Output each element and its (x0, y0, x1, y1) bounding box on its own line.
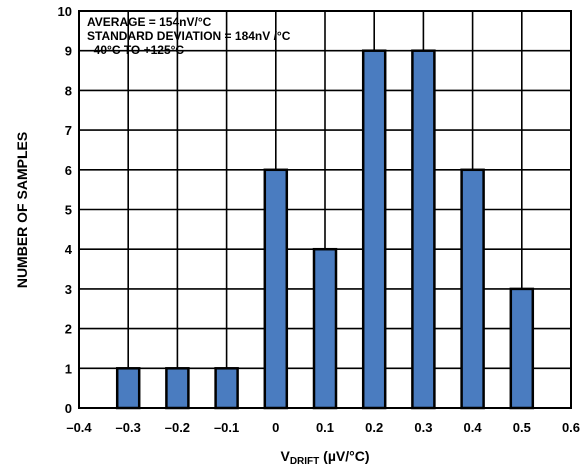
bar (214, 367, 239, 410)
y-tick-label: 0 (65, 401, 72, 416)
x-tick-label: 0.6 (562, 420, 580, 435)
y-tick-label: 8 (65, 83, 72, 98)
x-axis-label-unit: (µV/°C) (319, 448, 369, 464)
bar (115, 367, 141, 410)
y-tick-label: 9 (65, 44, 72, 59)
x-tick-label: 0.5 (513, 420, 531, 435)
x-axis-label-main: V (280, 448, 290, 464)
bar (361, 49, 387, 410)
bar (460, 168, 485, 410)
y-tick-label: 7 (65, 123, 72, 138)
x-axis-label: VDRIFT (µV/°C) (280, 448, 369, 467)
y-tick-label: 10 (58, 4, 72, 19)
x-tick-label: 0.3 (414, 420, 432, 435)
bar (165, 367, 190, 410)
x-tick-label: –0.3 (116, 420, 141, 435)
bar (411, 49, 436, 410)
x-tick-label: 0 (272, 420, 279, 435)
plot-frame (78, 10, 572, 409)
y-tick-label: 5 (65, 203, 72, 218)
annotation-std-dev: STANDARD DEVIATION = 184nV /°C (87, 29, 291, 43)
x-tick-label: 0.1 (316, 420, 334, 435)
stats-annotation: AVERAGE = 154nV/°C STANDARD DEVIATION = … (87, 15, 291, 57)
x-tick-label: 0.4 (464, 420, 483, 435)
x-tick-label: 0.2 (365, 420, 383, 435)
bar (263, 168, 289, 410)
annotation-average: AVERAGE = 154nV/°C (87, 15, 212, 29)
y-axis-label: NUMBER OF SAMPLES (14, 132, 30, 288)
y-tick-label: 2 (65, 322, 72, 337)
bar (509, 287, 535, 410)
x-tick-label: –0.2 (165, 420, 190, 435)
x-tick-labels: –0.4 –0.3 –0.2 –0.1 0 0.1 0.2 0.3 0.4 0.5 0.6 (66, 420, 580, 435)
x-tick-label: –0.4 (66, 420, 92, 435)
y-tick-label: 3 (65, 282, 72, 297)
bar (312, 247, 338, 410)
y-tick-label: 6 (65, 163, 72, 178)
y-tick-label: 4 (65, 242, 73, 257)
y-tick-label: 1 (65, 361, 72, 376)
annotation-temp-range: –40°C TO +125°C (87, 43, 184, 57)
x-axis-label-subscript: DRIFT (290, 456, 319, 467)
y-tick-labels: 0 1 2 3 4 5 6 7 8 9 10 (58, 4, 73, 416)
x-tick-label: –0.1 (214, 420, 239, 435)
